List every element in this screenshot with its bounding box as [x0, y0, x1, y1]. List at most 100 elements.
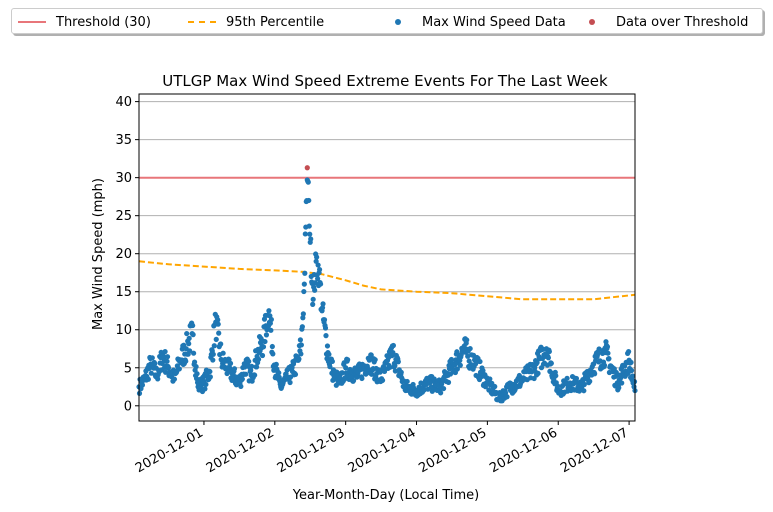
wind-speed-point	[246, 358, 252, 365]
percentile-line	[138, 260, 636, 301]
wind-speed-point	[392, 363, 398, 369]
wind-speed-point	[339, 370, 345, 376]
y-tick-label: 5	[124, 361, 132, 376]
x-axis-ticks: 2020-12-012020-12-022020-12-032020-12-04…	[133, 421, 631, 476]
wind-speed-point	[270, 351, 276, 357]
series-lines	[138, 176, 636, 301]
wind-speed-point	[606, 356, 612, 362]
chart-title: UTLGP Max Wind Speed Extreme Events For …	[162, 72, 608, 90]
wind-speed-point	[454, 366, 460, 372]
wind-speed-point	[438, 390, 444, 396]
wind-speed-point	[487, 376, 493, 382]
wind-speed-point	[210, 357, 216, 363]
legend-label-over: Data over Threshold	[616, 14, 749, 30]
wind-speed-point	[535, 370, 541, 376]
wind-speed-point	[152, 360, 158, 367]
wind-speed-point	[613, 373, 619, 379]
wind-speed-point	[186, 341, 192, 347]
wind-speed-point	[186, 335, 192, 341]
wind-speed-point	[164, 358, 170, 364]
legend-swatch-threshold	[18, 21, 46, 23]
y-tick-label: 0	[124, 399, 132, 414]
wind-speed-point	[248, 367, 254, 373]
wind-speed-point	[377, 369, 383, 375]
wind-speed-point	[162, 369, 169, 375]
x-tick-label: 2020-12-05	[416, 425, 489, 476]
wind-speed-point	[268, 327, 274, 333]
wind-speed-point	[628, 367, 635, 374]
wind-speed-point	[381, 368, 388, 375]
wind-speed-point	[369, 371, 375, 377]
wind-speed-point	[260, 344, 267, 350]
wind-speed-point	[359, 375, 365, 382]
wind-speed-point	[171, 376, 178, 382]
wind-speed-point	[207, 374, 213, 380]
wind-speed-point	[387, 364, 393, 370]
wind-speed-point	[626, 349, 632, 355]
wind-speed-point	[350, 378, 357, 384]
wind-speed-point	[300, 311, 306, 317]
x-tick-label: 2020-12-04	[346, 425, 419, 476]
wind-speed-point	[616, 385, 622, 391]
wind-speed-point	[314, 254, 320, 260]
wind-speed-point	[194, 371, 200, 377]
wind-speed-point	[553, 373, 559, 379]
x-tick-label: 2020-12-03	[275, 425, 348, 476]
wind-speed-point	[581, 388, 587, 394]
wind-speed-point	[207, 368, 213, 375]
wind-speed-point	[148, 370, 154, 376]
wind-speed-point	[301, 288, 307, 295]
wind-speed-point	[190, 322, 196, 329]
wind-speed-point	[427, 379, 433, 385]
wind-speed-point	[546, 348, 552, 355]
wind-speed-point	[262, 338, 268, 345]
wind-speed-point	[193, 364, 199, 370]
wind-speed-point	[604, 344, 611, 350]
wind-speed-point	[220, 350, 226, 356]
wind-speed-point	[504, 394, 510, 400]
wind-speed-point	[307, 231, 313, 237]
wind-speed-point	[322, 325, 329, 331]
wind-speed-point	[252, 372, 258, 378]
wind-speed-point	[531, 375, 537, 382]
wind-speed-point	[276, 370, 282, 376]
x-tick-label: 2020-12-01	[133, 425, 206, 476]
wind-speed-point	[297, 337, 303, 343]
x-axis-label: Year-Month-Day (Local Time)	[292, 488, 479, 503]
chart-legend: Threshold (30) 95th Percentile Max Wind …	[11, 8, 763, 34]
wind-speed-point	[605, 350, 611, 356]
wind-speed-point	[464, 337, 470, 343]
wind-speed-point	[302, 231, 308, 237]
wind-speed-point	[302, 270, 308, 276]
wind-speed-point	[210, 351, 216, 357]
y-axis-ticks: 0 5 10 15 20 25 30 35 40	[115, 95, 139, 414]
wind-speed-point	[477, 358, 483, 365]
wind-speed-point	[467, 345, 473, 352]
wind-speed-point	[555, 383, 561, 389]
wind-speed-point	[321, 317, 328, 323]
wind-speed-point	[298, 351, 304, 357]
wind-speed-point	[312, 280, 318, 286]
wind-speed-point	[404, 378, 410, 385]
plot-frame	[138, 93, 636, 422]
wind-speed-point	[187, 348, 193, 354]
wind-speed-point	[238, 383, 244, 390]
wind-speed-point	[368, 352, 374, 358]
wind-speed-point	[395, 359, 401, 365]
y-tick-label: 15	[115, 285, 132, 300]
wind-speed-point	[296, 356, 302, 362]
wind-speed-point	[573, 375, 580, 382]
wind-speed-point	[254, 364, 260, 370]
wind-speed-point	[276, 374, 282, 380]
wind-speed-point	[445, 379, 452, 385]
wind-speed-point	[457, 362, 463, 368]
wind-speed-point	[392, 368, 398, 374]
wind-speed-point	[139, 382, 146, 388]
wind-speed-point	[162, 349, 168, 355]
y-tick-label: 35	[115, 133, 132, 148]
wind-speed-point	[619, 380, 625, 386]
wind-speed-point	[191, 350, 197, 356]
wind-speed-point	[324, 343, 331, 349]
wind-speed-point	[149, 355, 155, 361]
